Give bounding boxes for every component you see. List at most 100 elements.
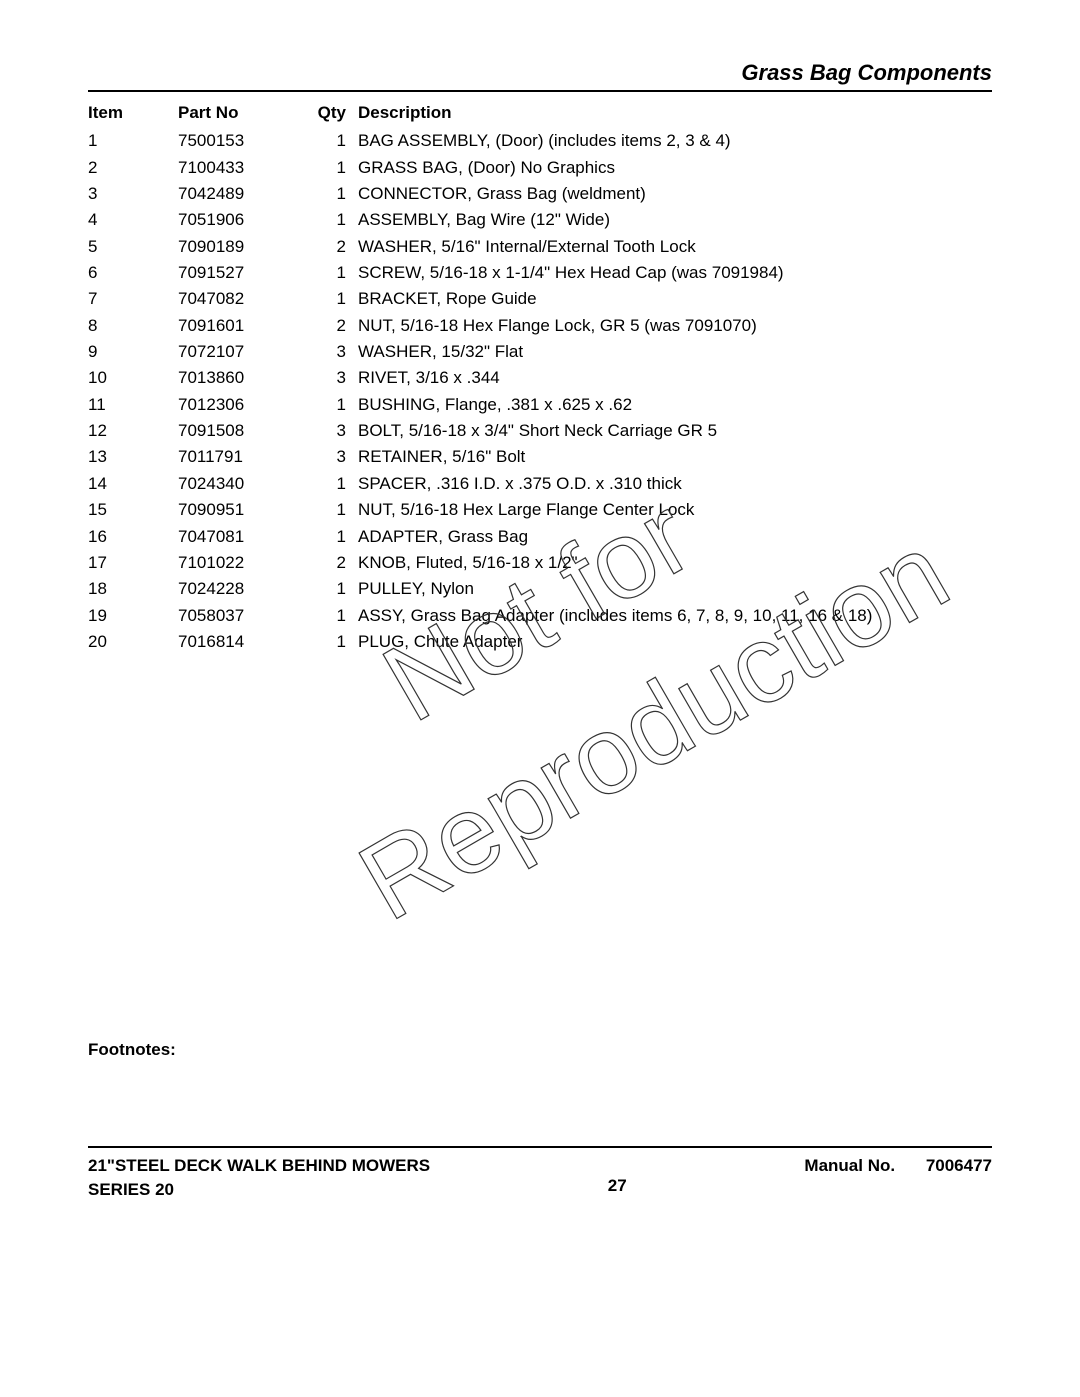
cell-qty: 1 xyxy=(298,128,358,154)
table-row: 370424891CONNECTOR, Grass Bag (weldment) xyxy=(88,181,992,207)
cell-item: 5 xyxy=(88,234,178,260)
table-row: 670915271SCREW, 5/16-18 x 1-1/4" Hex Hea… xyxy=(88,260,992,286)
page: Grass Bag Components Item Part No Qty De… xyxy=(0,0,1080,1397)
col-header-item: Item xyxy=(88,98,178,128)
cell-description: ASSY, Grass Bag Adapter (includes items … xyxy=(358,603,992,629)
cell-part-no: 7011791 xyxy=(178,444,298,470)
cell-description: BUSHING, Flange, .381 x .625 x .62 xyxy=(358,392,992,418)
cell-item: 8 xyxy=(88,313,178,339)
cell-description: ADAPTER, Grass Bag xyxy=(358,524,992,550)
cell-description: WASHER, 15/32" Flat xyxy=(358,339,992,365)
table-header-row: Item Part No Qty Description xyxy=(88,98,992,128)
table-row: 570901892WASHER, 5/16" Internal/External… xyxy=(88,234,992,260)
footer-right: Manual No. 7006477 xyxy=(804,1154,992,1178)
cell-description: NUT, 5/16-18 Hex Large Flange Center Loc… xyxy=(358,497,992,523)
cell-part-no: 7024340 xyxy=(178,471,298,497)
cell-description: RIVET, 3/16 x .344 xyxy=(358,365,992,391)
cell-qty: 1 xyxy=(298,286,358,312)
cell-part-no: 7024228 xyxy=(178,576,298,602)
footer-left: 21"STEEL DECK WALK BEHIND MOWERS SERIES … xyxy=(88,1154,430,1202)
cell-qty: 1 xyxy=(298,207,358,233)
cell-description: KNOB, Fluted, 5/16-18 x 1/2" xyxy=(358,550,992,576)
cell-part-no: 7016814 xyxy=(178,629,298,655)
cell-qty: 2 xyxy=(298,234,358,260)
cell-description: WASHER, 5/16" Internal/External Tooth Lo… xyxy=(358,234,992,260)
cell-description: BOLT, 5/16-18 x 3/4" Short Neck Carriage… xyxy=(358,418,992,444)
cell-part-no: 7051906 xyxy=(178,207,298,233)
cell-qty: 3 xyxy=(298,365,358,391)
cell-part-no: 7100433 xyxy=(178,155,298,181)
col-header-description: Description xyxy=(358,98,992,128)
cell-part-no: 7091527 xyxy=(178,260,298,286)
parts-table-head: Item Part No Qty Description xyxy=(88,98,992,128)
footer-rule-area: 21"STEEL DECK WALK BEHIND MOWERS SERIES … xyxy=(88,1146,992,1202)
cell-item: 15 xyxy=(88,497,178,523)
cell-item: 7 xyxy=(88,286,178,312)
cell-part-no: 7012306 xyxy=(178,392,298,418)
footnotes-label: Footnotes: xyxy=(88,1040,176,1060)
table-row: 1970580371ASSY, Grass Bag Adapter (inclu… xyxy=(88,603,992,629)
cell-item: 16 xyxy=(88,524,178,550)
cell-item: 3 xyxy=(88,181,178,207)
cell-qty: 2 xyxy=(298,550,358,576)
cell-item: 19 xyxy=(88,603,178,629)
parts-table-body: 175001531BAG ASSEMBLY, (Door) (includes … xyxy=(88,128,992,655)
table-row: 870916012NUT, 5/16-18 Hex Flange Lock, G… xyxy=(88,313,992,339)
table-row: 2070168141PLUG, Chute Adapter xyxy=(88,629,992,655)
cell-qty: 2 xyxy=(298,313,358,339)
cell-qty: 1 xyxy=(298,260,358,286)
cell-qty: 1 xyxy=(298,603,358,629)
cell-item: 11 xyxy=(88,392,178,418)
cell-description: PULLEY, Nylon xyxy=(358,576,992,602)
cell-part-no: 7047081 xyxy=(178,524,298,550)
footer-series: SERIES 20 xyxy=(88,1178,430,1202)
cell-item: 10 xyxy=(88,365,178,391)
cell-item: 1 xyxy=(88,128,178,154)
cell-qty: 1 xyxy=(298,155,358,181)
parts-table: Item Part No Qty Description 175001531BA… xyxy=(88,98,992,655)
footer-manual-no-label: Manual No. xyxy=(804,1154,895,1178)
cell-part-no: 7013860 xyxy=(178,365,298,391)
cell-description: ASSEMBLY, Bag Wire (12" Wide) xyxy=(358,207,992,233)
cell-description: SPACER, .316 I.D. x .375 O.D. x .310 thi… xyxy=(358,471,992,497)
cell-item: 4 xyxy=(88,207,178,233)
cell-description: BAG ASSEMBLY, (Door) (includes items 2, … xyxy=(358,128,992,154)
cell-qty: 1 xyxy=(298,471,358,497)
cell-qty: 1 xyxy=(298,629,358,655)
cell-description: BRACKET, Rope Guide xyxy=(358,286,992,312)
table-row: 1771010222KNOB, Fluted, 5/16-18 x 1/2" xyxy=(88,550,992,576)
section-title: Grass Bag Components xyxy=(88,60,992,90)
cell-qty: 1 xyxy=(298,497,358,523)
footer-manual-no-value: 7006477 xyxy=(926,1156,992,1175)
cell-description: PLUG, Chute Adapter xyxy=(358,629,992,655)
table-row: 1070138603RIVET, 3/16 x .344 xyxy=(88,365,992,391)
footer-row: 21"STEEL DECK WALK BEHIND MOWERS SERIES … xyxy=(88,1148,992,1202)
content-area: Grass Bag Components Item Part No Qty De… xyxy=(88,60,992,1397)
col-header-partno: Part No xyxy=(178,98,298,128)
cell-part-no: 7072107 xyxy=(178,339,298,365)
cell-part-no: 7090189 xyxy=(178,234,298,260)
cell-qty: 1 xyxy=(298,576,358,602)
table-row: 1570909511NUT, 5/16-18 Hex Large Flange … xyxy=(88,497,992,523)
table-row: 1670470811ADAPTER, Grass Bag xyxy=(88,524,992,550)
cell-description: CONNECTOR, Grass Bag (weldment) xyxy=(358,181,992,207)
table-row: 175001531BAG ASSEMBLY, (Door) (includes … xyxy=(88,128,992,154)
cell-part-no: 7058037 xyxy=(178,603,298,629)
top-rule xyxy=(88,90,992,92)
cell-item: 20 xyxy=(88,629,178,655)
cell-item: 12 xyxy=(88,418,178,444)
cell-qty: 1 xyxy=(298,392,358,418)
cell-part-no: 7042489 xyxy=(178,181,298,207)
cell-part-no: 7091601 xyxy=(178,313,298,339)
col-header-qty: Qty xyxy=(298,98,358,128)
table-row: 1270915083BOLT, 5/16-18 x 3/4" Short Nec… xyxy=(88,418,992,444)
cell-description: NUT, 5/16-18 Hex Flange Lock, GR 5 (was … xyxy=(358,313,992,339)
table-row: 1370117913RETAINER, 5/16" Bolt xyxy=(88,444,992,470)
cell-part-no: 7090951 xyxy=(178,497,298,523)
cell-item: 14 xyxy=(88,471,178,497)
cell-item: 6 xyxy=(88,260,178,286)
table-row: 1170123061BUSHING, Flange, .381 x .625 x… xyxy=(88,392,992,418)
cell-description: SCREW, 5/16-18 x 1-1/4" Hex Head Cap (wa… xyxy=(358,260,992,286)
cell-qty: 1 xyxy=(298,524,358,550)
table-row: 271004331GRASS BAG, (Door) No Graphics xyxy=(88,155,992,181)
